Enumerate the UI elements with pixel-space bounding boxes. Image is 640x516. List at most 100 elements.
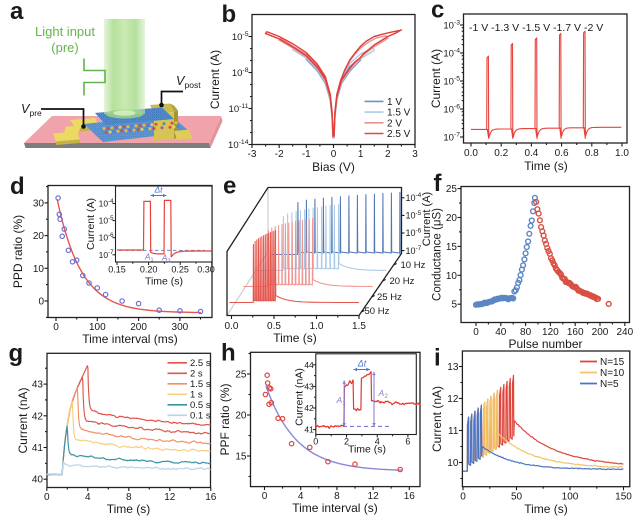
svg-text:200: 200 — [130, 322, 147, 333]
svg-text:2: 2 — [385, 394, 389, 400]
svg-text:N=5: N=5 — [600, 379, 619, 390]
svg-text:b: b — [222, 1, 237, 28]
svg-text:10-5: 10-5 — [406, 210, 422, 221]
svg-text:10-7: 10-7 — [443, 132, 460, 144]
svg-text:10-4: 10-4 — [99, 198, 115, 209]
svg-text:30: 30 — [33, 198, 45, 209]
svg-text:1.5: 1.5 — [352, 321, 366, 332]
svg-text:1.5 s: 1.5 s — [190, 379, 211, 390]
svg-text:100: 100 — [562, 492, 579, 503]
svg-text:25: 25 — [235, 370, 247, 381]
svg-text:1.0: 1.0 — [310, 321, 324, 332]
svg-text:0.8: 0.8 — [585, 148, 599, 159]
svg-text:16: 16 — [404, 491, 416, 502]
svg-text:3: 3 — [412, 149, 418, 160]
svg-text:10-11: 10-11 — [229, 103, 249, 115]
svg-text:25: 25 — [446, 184, 458, 195]
svg-text:PPD ratio (%): PPD ratio (%) — [11, 215, 25, 288]
svg-text:41: 41 — [32, 443, 44, 454]
svg-text:g: g — [9, 340, 24, 367]
svg-text:Time (s): Time (s) — [145, 276, 183, 288]
svg-text:20: 20 — [235, 411, 247, 422]
svg-text:80: 80 — [520, 327, 532, 338]
svg-text:150: 150 — [615, 492, 632, 503]
svg-text:Δt: Δt — [357, 359, 367, 369]
svg-text:10: 10 — [33, 264, 45, 275]
svg-text:V: V — [176, 74, 186, 88]
svg-text:PPF ratio (%): PPF ratio (%) — [218, 383, 232, 455]
svg-text:2 s: 2 s — [190, 369, 203, 380]
svg-text:13: 13 — [447, 362, 459, 373]
svg-text:N=15: N=15 — [600, 357, 625, 368]
svg-text:1: 1 — [358, 149, 364, 160]
svg-text:20: 20 — [446, 213, 458, 224]
svg-text:1 V: 1 V — [387, 97, 402, 108]
svg-text:100: 100 — [89, 322, 106, 333]
svg-text:10-7: 10-7 — [406, 245, 422, 256]
svg-text:0.30: 0.30 — [197, 265, 215, 275]
svg-text:2.5 V: 2.5 V — [387, 129, 411, 140]
svg-text:0.25: 0.25 — [171, 265, 189, 275]
svg-text:Time (s): Time (s) — [524, 502, 568, 516]
svg-text:240: 240 — [616, 327, 633, 338]
svg-text:2: 2 — [168, 259, 171, 265]
svg-text:42: 42 — [304, 403, 314, 413]
svg-text:43: 43 — [32, 380, 44, 391]
svg-text:Current (nA): Current (nA) — [294, 368, 306, 426]
svg-text:10-5: 10-5 — [443, 76, 460, 88]
svg-text:Current (A): Current (A) — [421, 192, 433, 246]
svg-text:10-5: 10-5 — [99, 215, 115, 226]
svg-text:1.5 V: 1.5 V — [387, 108, 411, 119]
svg-text:d: d — [10, 173, 25, 200]
svg-text:44: 44 — [304, 360, 314, 370]
svg-text:10-5: 10-5 — [232, 31, 249, 43]
svg-text:Current (A): Current (A) — [208, 50, 222, 109]
svg-text:6: 6 — [405, 437, 410, 447]
svg-text:Bias (V): Bias (V) — [312, 160, 355, 174]
svg-text:0.20: 0.20 — [140, 265, 158, 275]
svg-text:10: 10 — [446, 271, 458, 282]
svg-text:1.0: 1.0 — [615, 148, 629, 159]
svg-text:h: h — [221, 340, 236, 367]
svg-text:Time (s): Time (s) — [348, 444, 386, 456]
svg-text:20 Hz: 20 Hz — [390, 276, 415, 287]
svg-text:Light input: Light input — [35, 24, 95, 39]
svg-text:10-8: 10-8 — [232, 67, 249, 79]
svg-text:10-6: 10-6 — [99, 232, 115, 243]
svg-text:Current (A): Current (A) — [85, 198, 97, 250]
svg-text:20: 20 — [33, 231, 45, 242]
svg-text:15: 15 — [446, 242, 458, 253]
svg-text:16: 16 — [205, 492, 217, 503]
svg-text:10 Hz: 10 Hz — [401, 260, 426, 271]
svg-text:A: A — [378, 388, 385, 398]
svg-text:Pulse number: Pulse number — [508, 337, 582, 351]
svg-text:Time interval (s): Time interval (s) — [292, 501, 378, 515]
svg-text:0: 0 — [44, 492, 50, 503]
svg-text:0.6: 0.6 — [555, 148, 569, 159]
svg-text:-1 V -1.3 V -1.5 V -1.7 V -2 V: -1 V -1.3 V -1.5 V -1.7 V -2 V — [469, 22, 603, 34]
svg-text:8: 8 — [334, 491, 340, 502]
svg-text:Δt: Δt — [153, 185, 163, 195]
svg-text:50: 50 — [511, 492, 523, 503]
svg-text:25 Hz: 25 Hz — [377, 292, 402, 303]
svg-text:N=10: N=10 — [600, 368, 625, 379]
svg-text:-1: -1 — [302, 149, 311, 160]
svg-text:160: 160 — [567, 327, 584, 338]
svg-text:0.0: 0.0 — [225, 321, 239, 332]
svg-text:1: 1 — [151, 258, 154, 264]
svg-text:c: c — [431, 0, 444, 24]
svg-text:f: f — [434, 170, 443, 197]
svg-text:4: 4 — [85, 492, 91, 503]
svg-text:a: a — [10, 0, 24, 25]
svg-text:Time interval (ms): Time interval (ms) — [82, 332, 178, 346]
svg-text:10-14: 10-14 — [228, 139, 249, 151]
svg-text:e: e — [223, 173, 236, 200]
svg-text:10-6: 10-6 — [406, 227, 422, 238]
svg-text:1: 1 — [343, 401, 347, 407]
svg-text:0.2: 0.2 — [494, 148, 508, 159]
svg-text:10-6: 10-6 — [443, 104, 460, 116]
svg-text:50 Hz: 50 Hz — [365, 306, 390, 317]
svg-text:Time (s): Time (s) — [524, 159, 568, 173]
svg-text:0: 0 — [53, 322, 59, 333]
svg-text:43: 43 — [304, 381, 314, 391]
